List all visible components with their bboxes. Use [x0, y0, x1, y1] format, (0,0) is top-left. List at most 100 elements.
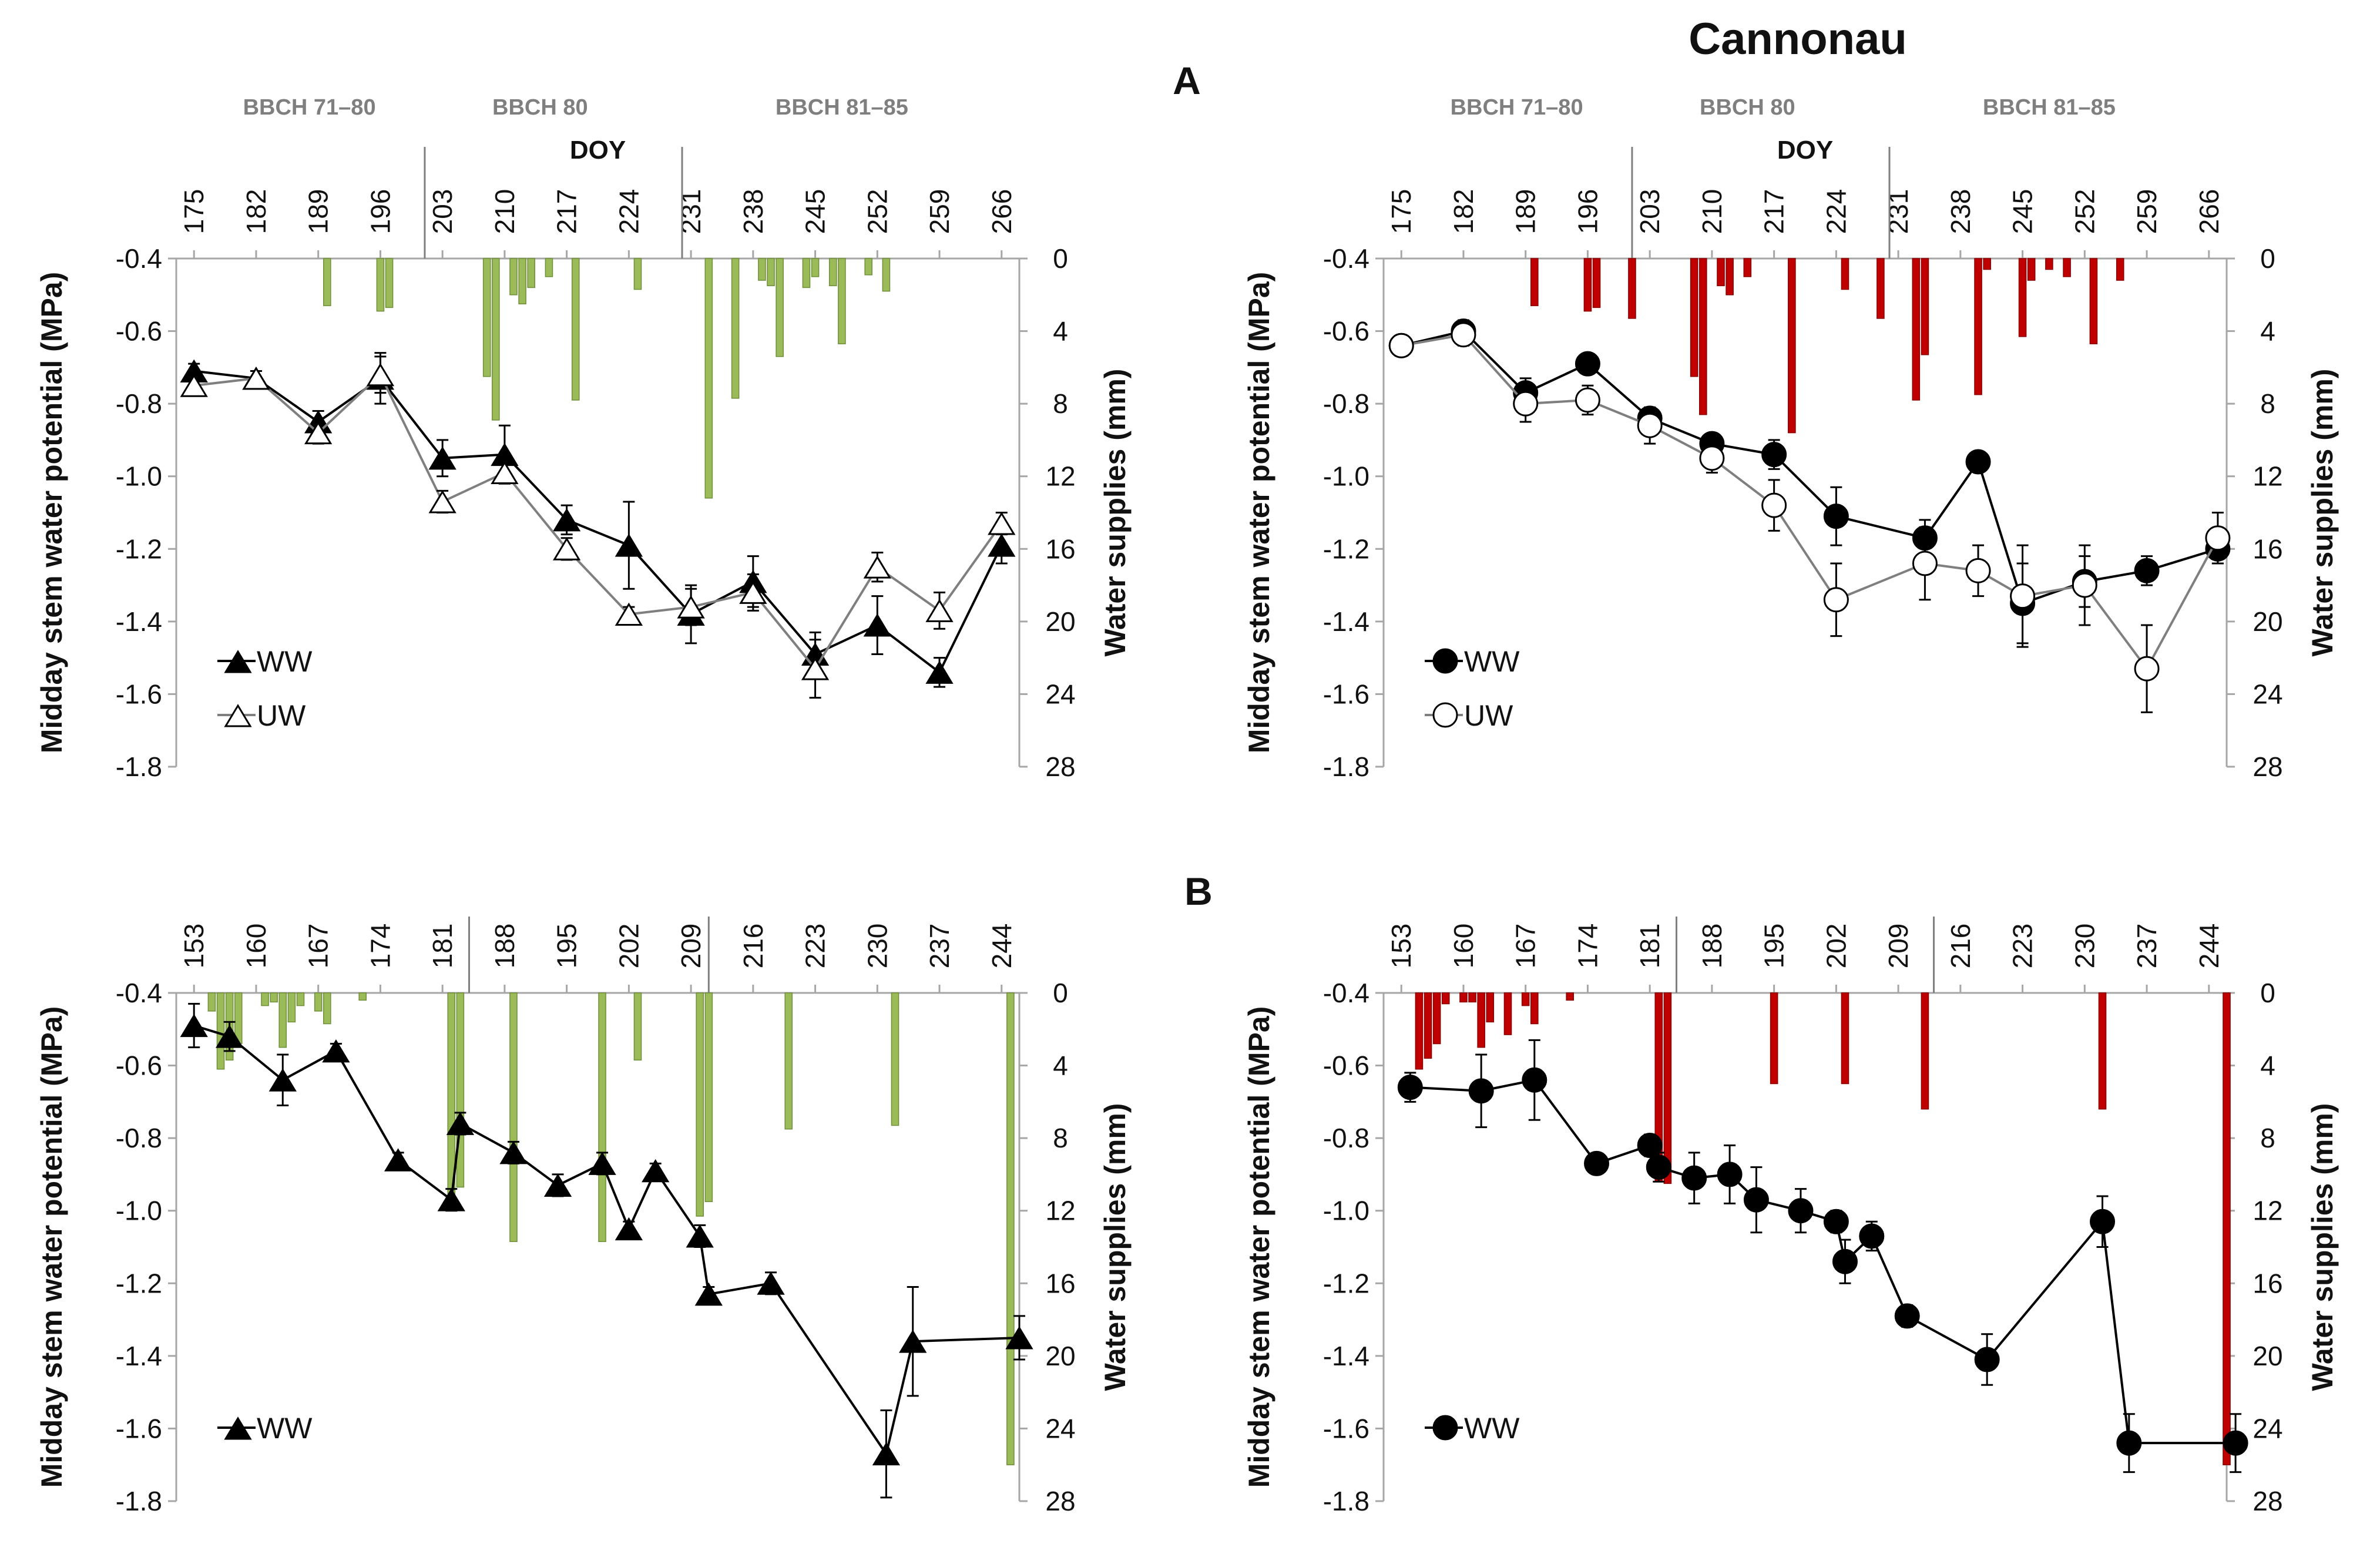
panel-A-right: -0.4 -0.6 -0.8 -1.0 -1.2 -1.4 -1.6 -1.8 0 4 8 12 16 2… [1243, 95, 2339, 782]
data-point-ww [1965, 449, 1991, 475]
supply-bar [2063, 258, 2071, 277]
x-tick-label: 266 [2194, 189, 2224, 234]
y2-tick-label: 28 [1045, 1486, 1075, 1516]
data-point-uw [801, 657, 830, 680]
x-tick-label: 175 [179, 189, 209, 234]
data-point-ww [2116, 1430, 2142, 1456]
supply-bar [1424, 992, 1432, 1059]
data-point-ww [1832, 1248, 1858, 1274]
data-point-ww [215, 1025, 244, 1048]
supply-bar [296, 992, 305, 1006]
supply-bar [1912, 258, 1921, 401]
data-point-ww [268, 1068, 297, 1092]
panel-label-a: A [1173, 59, 1201, 102]
panel-A-left: -0.4 -0.6 -0.8 -1.0 -1.2 -1.4 -1.6 -1.8 0 4 8 12 16 2… [35, 95, 1132, 782]
data-point-uw [1637, 412, 1663, 438]
supply-bar [1432, 992, 1441, 1045]
legend-marker [224, 650, 252, 673]
supply-bar [1788, 258, 1796, 434]
supply-bar [1477, 992, 1485, 1048]
supply-bar [1486, 992, 1495, 1023]
y-tick-label: -1.0 [1323, 1196, 1369, 1226]
data-point-ww [2223, 1430, 2248, 1456]
y2-tick-label: 16 [1045, 1268, 1075, 1298]
data-point-ww [1859, 1223, 1885, 1249]
supply-bar [891, 992, 899, 1126]
data-point-ww [552, 508, 581, 532]
x-tick-label: 202 [1821, 924, 1851, 969]
data-point-ww [1637, 1133, 1663, 1158]
supply-bar [1521, 992, 1530, 1006]
data-point-ww [543, 1173, 572, 1197]
x-tick-label: 238 [1945, 189, 1976, 234]
supply-bar [2089, 258, 2098, 344]
y2-tick-label: 20 [1045, 1341, 1075, 1371]
data-point-uw [2010, 583, 2036, 609]
y2-tick-label: 28 [2253, 751, 2282, 782]
x-tick-label: 244 [986, 924, 1017, 969]
cultivar-title: Cannonau [1689, 14, 1907, 64]
y-tick-label: -0.8 [1323, 388, 1369, 419]
x-tick-label: 245 [800, 189, 831, 234]
data-point-ww [615, 1217, 643, 1241]
y2-tick-label: 0 [1053, 978, 1068, 1008]
data-point-uw [1388, 333, 1414, 358]
supply-bar [838, 258, 846, 344]
supply-bar [261, 992, 269, 1006]
data-point-uw [739, 580, 767, 604]
x-tick-label: 153 [179, 924, 209, 969]
supply-bar [207, 992, 216, 1012]
y2-tick-label: 12 [1045, 461, 1075, 492]
y2-tick-label: 0 [2260, 243, 2275, 274]
data-point-ww [1974, 1347, 2000, 1372]
data-point-uw [428, 490, 456, 513]
x-tick-label: 153 [1386, 924, 1416, 969]
y-tick-label: -0.4 [1323, 978, 1369, 1008]
supply-bar [882, 258, 891, 292]
x-tick-label: 223 [800, 924, 831, 969]
y2-tick-label: 4 [1053, 316, 1068, 347]
supply-bar [2116, 258, 2124, 281]
supply-bar [270, 992, 278, 1003]
data-point-uw [1513, 391, 1539, 417]
supply-bar [287, 992, 296, 1023]
y2-tick-label: 12 [2253, 1196, 2282, 1226]
data-point-ww [1522, 1067, 1547, 1093]
y-tick-label: -1.6 [116, 1413, 162, 1444]
ylabel-right: Water supplies (mm) [1099, 369, 1132, 657]
supply-bar [1628, 258, 1636, 319]
supply-bar [1921, 992, 1929, 1110]
legend-marker [1432, 648, 1458, 674]
stage-label: BBCH 80 [492, 95, 588, 120]
y-tick-label: -1.0 [116, 1196, 162, 1226]
y-tick-label: -1.2 [116, 1268, 162, 1298]
legend-label: WW [1464, 645, 1520, 678]
supply-bar [1717, 258, 1725, 287]
x-tick-label: 189 [303, 189, 334, 234]
data-point-ww [1788, 1198, 1814, 1224]
legend-label: WW [257, 645, 313, 678]
x-tick-label: 167 [1510, 924, 1541, 969]
y2-tick-label: 12 [1045, 1196, 1075, 1226]
y-tick-label: -0.4 [116, 978, 162, 1008]
data-point-ww [925, 660, 954, 684]
supply-bar [2223, 992, 2231, 1465]
x-tick-label: 209 [1883, 924, 1914, 969]
x-tick-label: 203 [427, 189, 458, 234]
x-tick-label: 195 [552, 924, 582, 969]
y2-tick-label: 4 [1053, 1050, 1068, 1081]
ylabel-right: Water supplies (mm) [1099, 1103, 1132, 1391]
data-point-ww [446, 1112, 475, 1135]
stage-label: BBCH 81–85 [1983, 95, 2116, 120]
supply-bar [633, 992, 642, 1061]
stage-label: BBCH 81–85 [776, 95, 908, 120]
supply-bar [278, 992, 287, 1048]
legend-marker [1432, 702, 1458, 728]
supply-bar [1468, 992, 1476, 1003]
supply-bar [1877, 258, 1885, 319]
panel-label-b: B [1184, 870, 1213, 913]
y2-tick-label: 28 [1045, 751, 1075, 782]
series-line-ww [193, 370, 1003, 674]
data-point-ww [1646, 1154, 1671, 1180]
data-point-ww [1743, 1187, 1769, 1213]
